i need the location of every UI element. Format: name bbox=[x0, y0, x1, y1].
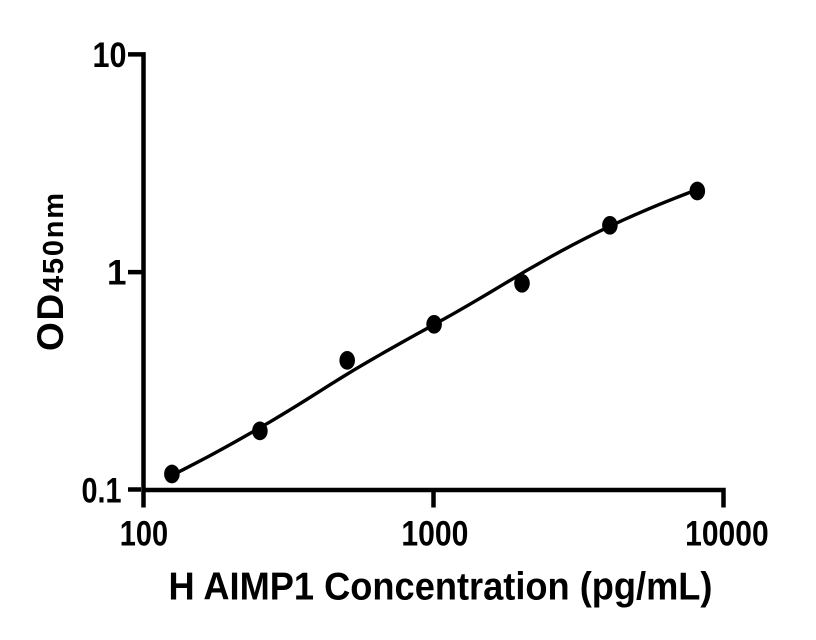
svg-text:H AIMP1 Concentration (pg/mL): H AIMP1 Concentration (pg/mL) bbox=[169, 566, 713, 609]
svg-text:100: 100 bbox=[120, 514, 168, 553]
svg-text:10: 10 bbox=[93, 36, 127, 75]
svg-text:1000: 1000 bbox=[401, 514, 468, 553]
svg-text:1: 1 bbox=[107, 254, 126, 293]
svg-text:10000: 10000 bbox=[685, 514, 769, 553]
svg-text:0.1: 0.1 bbox=[82, 471, 122, 510]
